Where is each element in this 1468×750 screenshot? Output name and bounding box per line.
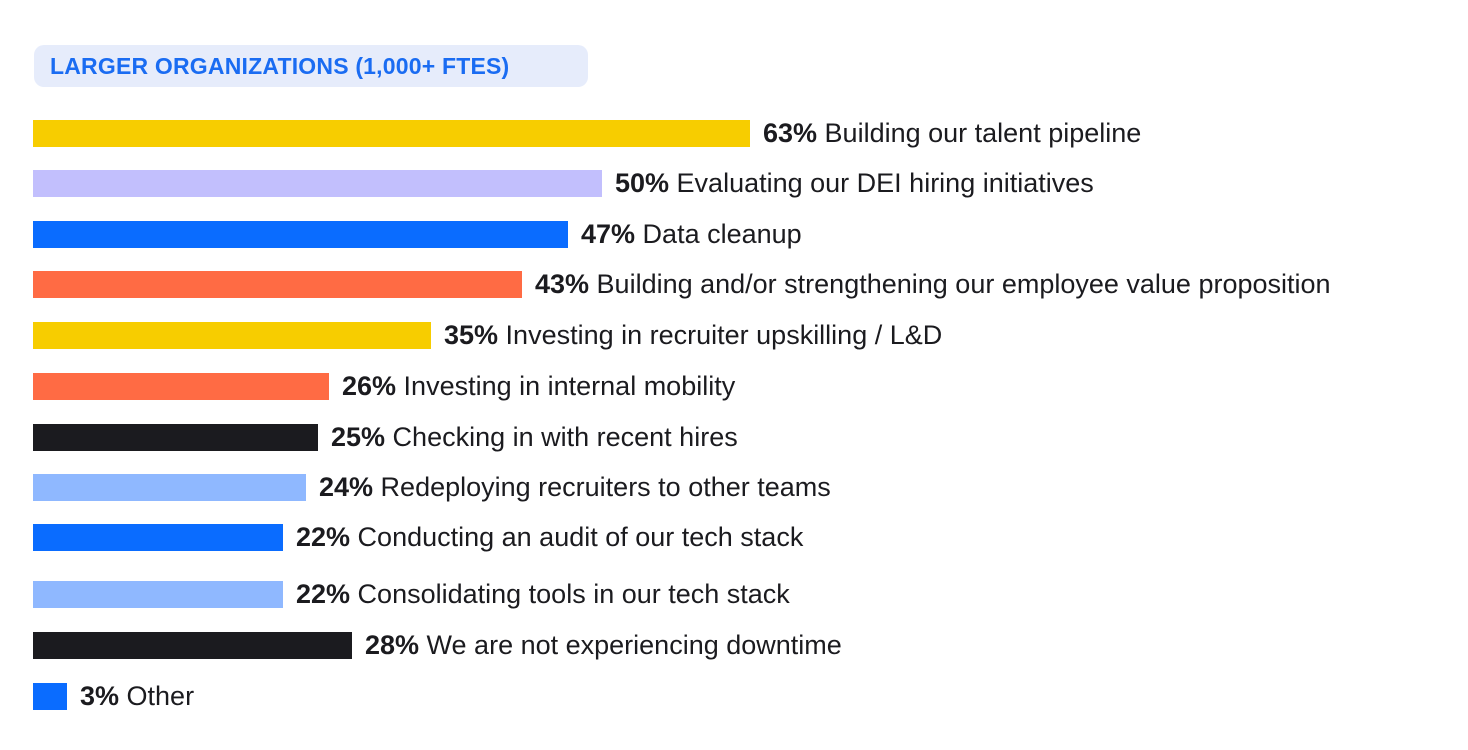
bar-value-label: 28% xyxy=(365,629,420,660)
bar-category-label: Other xyxy=(119,680,195,711)
bar-8 xyxy=(33,474,306,501)
bar-value-label: 47% xyxy=(581,218,636,249)
bar-label-8: 24% Redeploying recruiters to other team… xyxy=(319,471,831,503)
bar-value-label: 22% xyxy=(296,578,351,609)
bar-value-label: 24% xyxy=(319,471,374,502)
bar-label-10: 22% Consolidating tools in our tech stac… xyxy=(296,578,790,610)
chart-title-pill: LARGER ORGANIZATIONS (1,000+ FTES) xyxy=(34,45,588,87)
bar-4 xyxy=(33,271,522,298)
bar-value-label: 25% xyxy=(331,421,386,452)
bar-category-label: Evaluating our DEI hiring initiatives xyxy=(669,167,1094,198)
bar-category-label: Redeploying recruiters to other teams xyxy=(373,471,831,502)
bar-label-9: 22% Conducting an audit of our tech stac… xyxy=(296,521,803,553)
chart-title: LARGER ORGANIZATIONS (1,000+ FTES) xyxy=(50,52,510,79)
bar-value-label: 26% xyxy=(342,370,397,401)
bar-2 xyxy=(33,170,602,197)
bar-9 xyxy=(33,524,283,551)
bar-category-label: Investing in recruiter upskilling / L&D xyxy=(498,319,943,350)
bar-category-label: Building our talent pipeline xyxy=(817,117,1142,148)
bar-label-1: 63% Building our talent pipeline xyxy=(763,117,1141,149)
bar-label-3: 47% Data cleanup xyxy=(581,218,802,250)
bar-11 xyxy=(33,632,352,659)
bar-5 xyxy=(33,322,431,349)
bar-label-7: 25% Checking in with recent hires xyxy=(331,421,738,453)
bar-6 xyxy=(33,373,329,400)
bar-label-2: 50% Evaluating our DEI hiring initiative… xyxy=(615,167,1094,199)
bar-12 xyxy=(33,683,67,710)
bar-1 xyxy=(33,120,750,147)
bar-value-label: 3% xyxy=(80,680,120,711)
bar-value-label: 50% xyxy=(615,167,670,198)
bar-7 xyxy=(33,424,318,451)
bar-value-label: 43% xyxy=(535,268,590,299)
bar-category-label: Checking in with recent hires xyxy=(385,421,738,452)
bar-value-label: 35% xyxy=(444,319,499,350)
bar-label-12: 3% Other xyxy=(80,680,194,712)
bar-category-label: Conducting an audit of our tech stack xyxy=(350,521,804,552)
bar-value-label: 22% xyxy=(296,521,351,552)
bar-label-11: 28% We are not experiencing downtime xyxy=(365,629,842,661)
bar-category-label: Investing in internal mobility xyxy=(396,370,736,401)
bar-label-4: 43% Building and/or strengthening our em… xyxy=(535,268,1331,300)
bar-label-6: 26% Investing in internal mobility xyxy=(342,370,735,402)
bar-category-label: Data cleanup xyxy=(635,218,802,249)
bar-category-label: We are not experiencing downtime xyxy=(419,629,842,660)
bar-3 xyxy=(33,221,568,248)
bar-value-label: 63% xyxy=(763,117,818,148)
bar-label-5: 35% Investing in recruiter upskilling / … xyxy=(444,319,942,351)
bar-category-label: Consolidating tools in our tech stack xyxy=(350,578,790,609)
bar-category-label: Building and/or strengthening our employ… xyxy=(589,268,1331,299)
bar-10 xyxy=(33,581,283,608)
